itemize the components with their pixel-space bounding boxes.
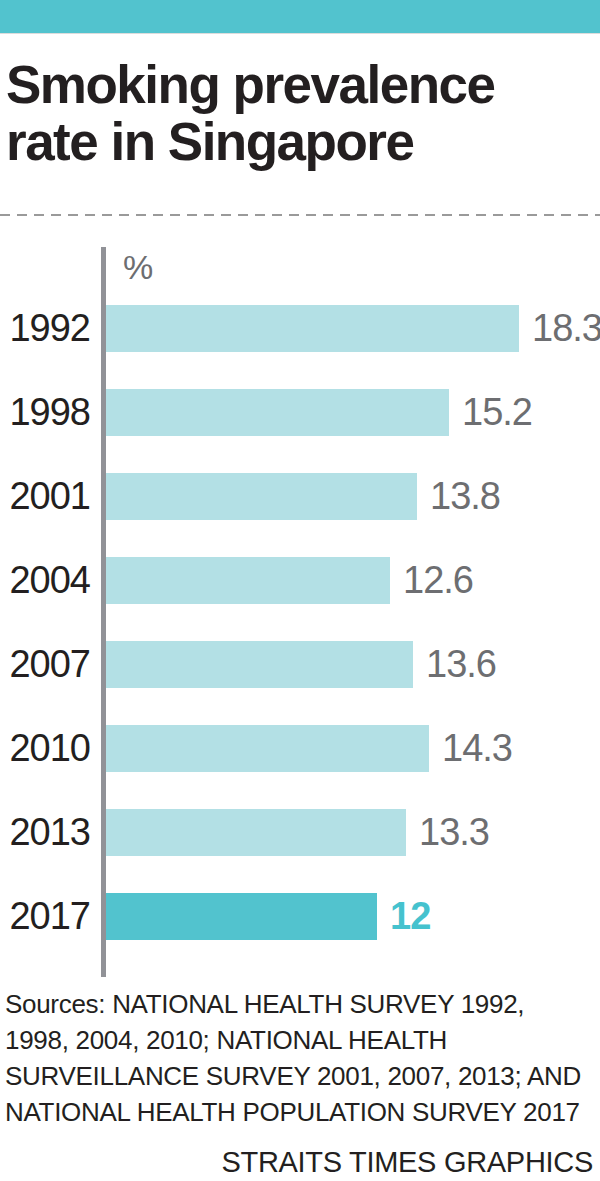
category-label: 1998: [0, 389, 90, 436]
value-label: 18.3: [532, 305, 600, 352]
chart-row: 2013 13.3: [0, 809, 600, 856]
chart-row: 2007 13.6: [0, 641, 600, 688]
sources-line: NATIONAL HEALTH POPULATION SURVEY 2017: [5, 1094, 581, 1130]
category-label: 2007: [0, 641, 90, 688]
credit-text: STRAITS TIMES GRAPHICS: [221, 1146, 593, 1179]
bar: [106, 809, 406, 856]
bar: [106, 473, 417, 520]
value-label: 12: [390, 893, 430, 940]
chart-row: 1998 15.2: [0, 389, 600, 436]
y-axis-line: [101, 247, 106, 977]
category-label: 2004: [0, 557, 90, 604]
bar: [106, 725, 429, 772]
chart-row: 2010 14.3: [0, 725, 600, 772]
category-label: 2001: [0, 473, 90, 520]
sources-text: Sources: NATIONAL HEALTH SURVEY 1992, 19…: [5, 986, 581, 1130]
sources-line: 1998, 2004, 2010; NATIONAL HEALTH: [5, 1022, 581, 1058]
chart-row: 2004 12.6: [0, 557, 600, 604]
bar: [106, 389, 449, 436]
category-label: 1992: [0, 305, 90, 352]
value-label: 13.3: [419, 809, 489, 856]
unit-label: %: [123, 248, 153, 287]
chart-row: 1992 18.3: [0, 305, 600, 352]
value-label: 15.2: [462, 389, 532, 436]
bar: [106, 557, 390, 604]
sources-line: SURVEILLANCE SURVEY 2001, 2007, 2013; AN…: [5, 1058, 581, 1094]
value-label: 13.8: [430, 473, 500, 520]
infographic: Smoking prevalence rate in Singapore % 1…: [0, 0, 600, 1181]
chart-row: 2017 12: [0, 893, 600, 940]
chart-row: 2001 13.8: [0, 473, 600, 520]
value-label: 12.6: [403, 557, 473, 604]
category-label: 2013: [0, 809, 90, 856]
bar: [106, 641, 413, 688]
value-label: 14.3: [442, 725, 512, 772]
category-label: 2017: [0, 893, 90, 940]
value-label: 13.6: [426, 641, 496, 688]
category-label: 2010: [0, 725, 90, 772]
bar: [106, 305, 519, 352]
bar-highlighted: [106, 893, 377, 940]
sources-line: Sources: NATIONAL HEALTH SURVEY 1992,: [5, 986, 581, 1022]
